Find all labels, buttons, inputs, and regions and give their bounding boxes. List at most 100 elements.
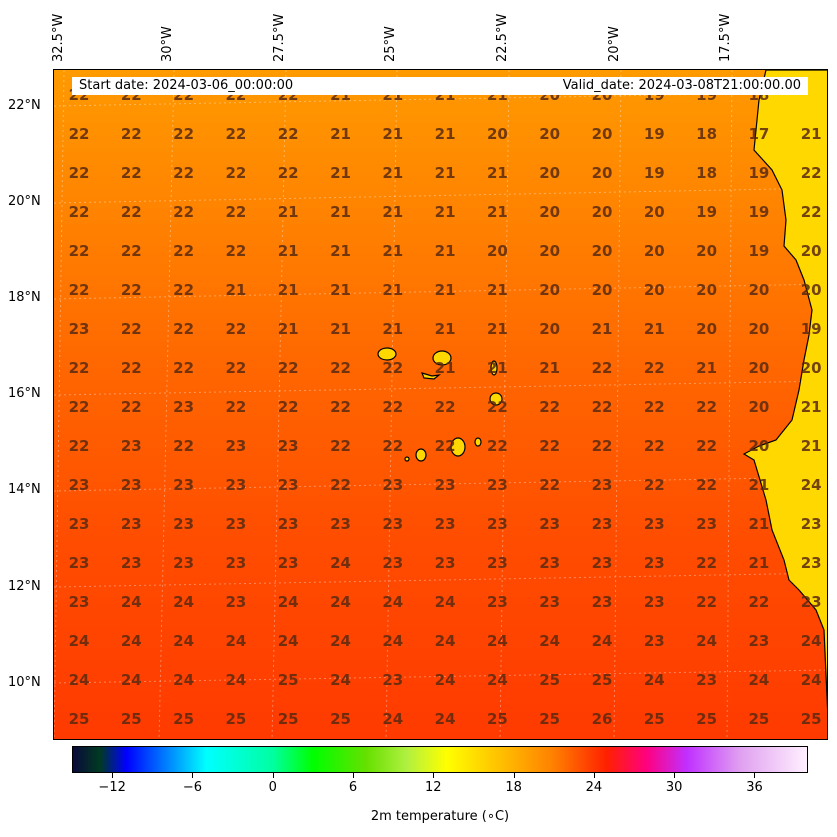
grid-value: 23 <box>800 515 822 533</box>
grid-value: 22 <box>382 359 404 377</box>
grid-value: 21 <box>330 320 351 338</box>
grid-value: 20 <box>591 125 613 143</box>
lon-label-27.5W: 27.5°W <box>272 13 287 62</box>
grid-value: 22 <box>68 164 90 182</box>
grid-value: 24 <box>643 671 665 689</box>
grid-value: 23 <box>68 476 90 494</box>
grid-value: 22 <box>696 437 718 455</box>
grid-value: 23 <box>225 437 247 455</box>
grid-value: 24 <box>330 554 351 572</box>
grid-value: 25 <box>539 671 561 689</box>
grid-value: 21 <box>382 164 404 182</box>
grid-value: 21 <box>748 554 770 572</box>
grid-value: 22 <box>330 359 351 377</box>
grid-value: 22 <box>120 125 142 143</box>
grid-value: 22 <box>173 164 195 182</box>
lat-label-16N: 16°N <box>8 386 41 401</box>
grid-value: 23 <box>120 476 142 494</box>
grid-value: 24 <box>434 632 456 650</box>
grid-value: 21 <box>486 320 508 338</box>
grid-value: 23 <box>68 593 90 611</box>
grid-value: 21 <box>382 203 404 221</box>
lat-label-14N: 14°N <box>8 482 41 497</box>
grid-value: 21 <box>382 281 404 299</box>
grid-value: 23 <box>800 593 822 611</box>
grid-value: 23 <box>173 398 195 416</box>
grid-value: 24 <box>382 632 404 650</box>
colorbar-tick-label: −6 <box>182 780 203 795</box>
colorbar-tick-label: 0 <box>268 780 277 795</box>
grid-value: 19 <box>696 203 718 221</box>
grid-value: 22 <box>330 398 351 416</box>
grid-value: 25 <box>696 710 718 728</box>
grid-value: 22 <box>68 281 90 299</box>
grid-value: 22 <box>277 359 299 377</box>
colorbar-tick-label: 12 <box>425 780 442 795</box>
grid-value: 25 <box>173 710 195 728</box>
grid-value: 23 <box>173 476 195 494</box>
grid-value: 24 <box>382 710 404 728</box>
grid-value: 19 <box>748 242 770 260</box>
map-features <box>54 70 827 739</box>
date-header: Start date: 2024-03-06_00:00:00 Valid_da… <box>72 77 808 95</box>
grid-value: 22 <box>173 437 195 455</box>
grid-value: 23 <box>539 593 561 611</box>
grid-value: 20 <box>539 320 561 338</box>
grid-value: 22 <box>120 203 142 221</box>
grid-value: 24 <box>800 476 822 494</box>
grid-value: 21 <box>486 203 508 221</box>
grid-value: 21 <box>382 242 404 260</box>
grid-value: 22 <box>120 242 142 260</box>
grid-value: 22 <box>800 164 822 182</box>
grid-value: 23 <box>68 515 90 533</box>
grid-value: 23 <box>382 476 404 494</box>
grid-value: 23 <box>486 554 508 572</box>
grid-value: 23 <box>277 476 299 494</box>
grid-value: 22 <box>120 320 142 338</box>
island-sao-nicolau <box>420 372 442 380</box>
grid-value: 23 <box>539 515 561 533</box>
colorbar-tick <box>192 773 194 778</box>
grid-value: 18 <box>696 125 718 143</box>
colorbar-tick <box>112 773 114 778</box>
grid-value: 24 <box>330 593 351 611</box>
grid-value: 23 <box>643 593 665 611</box>
grid-value: 21 <box>486 359 508 377</box>
lon-label-25W: 25°W <box>383 26 398 62</box>
island-sao-vicente <box>432 350 452 366</box>
grid-value: 23 <box>643 515 665 533</box>
lat-label-20N: 20°N <box>8 194 41 209</box>
grid-value: 21 <box>382 125 404 143</box>
grid-value: 24 <box>120 593 142 611</box>
island-santiago <box>450 437 466 457</box>
grid-value: 24 <box>382 593 404 611</box>
grid-value: 22 <box>225 398 247 416</box>
grid-value: 22 <box>120 398 142 416</box>
grid-value: 23 <box>382 554 404 572</box>
grid-value: 25 <box>330 710 351 728</box>
grid-value: 22 <box>68 437 90 455</box>
colorbar-tick <box>353 773 355 778</box>
grid-value: 22 <box>434 437 456 455</box>
grid-value: 21 <box>748 476 770 494</box>
grid-value: 21 <box>277 242 299 260</box>
grid-value: 22 <box>591 437 613 455</box>
grid-value: 23 <box>591 476 613 494</box>
grid-value: 21 <box>434 242 456 260</box>
start-date: Start date: 2024-03-06_00:00:00 <box>79 78 294 93</box>
grid-value: 23 <box>330 515 351 533</box>
colorbar-tick <box>593 773 595 778</box>
grid-value: 21 <box>486 164 508 182</box>
grid-value: 19 <box>748 164 770 182</box>
grid-value: 20 <box>800 281 822 299</box>
grid-value: 21 <box>643 320 665 338</box>
grid-value: 21 <box>434 164 456 182</box>
grid-value: 23 <box>225 554 247 572</box>
lon-label-22.5W: 22.5°W <box>495 13 510 62</box>
grid-value: 21 <box>591 320 613 338</box>
grid-value: 22 <box>277 398 299 416</box>
grid-value: 20 <box>643 281 665 299</box>
grid-value: 21 <box>382 320 404 338</box>
grid-value: 25 <box>225 710 247 728</box>
island-maio <box>474 437 482 447</box>
